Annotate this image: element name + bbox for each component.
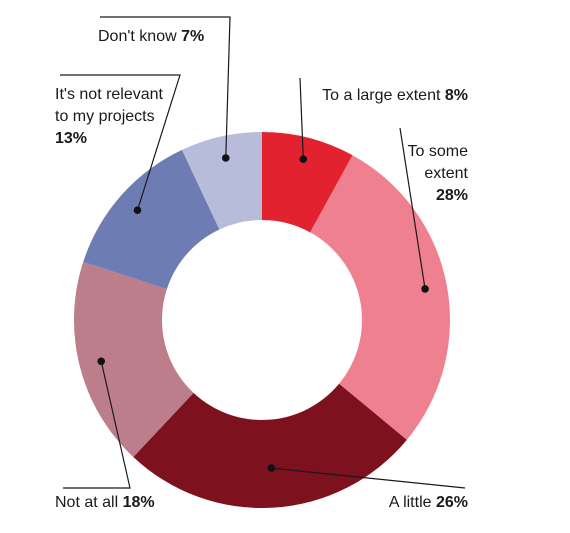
leader-line [271,467,466,489]
slice-label: Not at all 18% [55,494,155,511]
leader-dot [221,154,230,162]
slice-label: A little 26% [389,494,468,511]
leader-line [100,16,231,159]
slice-it-s-not-relevant-to-my-projects [83,149,220,290]
slice-not-at-all [74,261,194,458]
leader-line [399,127,426,289]
leader-line [63,361,131,489]
leader-dot [299,155,308,164]
slice-label: To some extent 28% [408,143,469,204]
slice-labels: To a large extent 8% To some extent 28% A li… [55,28,469,511]
leader-lines [60,16,466,489]
slice-to-a-large-extent [262,132,353,233]
leader-dot [97,357,106,366]
leader-dot [267,464,276,472]
slice-label: To a large extent 8% [322,87,468,104]
slice-a-little [133,383,407,508]
leader-dot [421,285,429,293]
leader-line [299,77,304,160]
slice-label: Don't know 7% [98,28,204,45]
slice-don-t-know [181,132,262,230]
leader-dot [133,206,142,215]
leader-line [60,74,181,211]
slice-label: It's not relevant to my projects 13% [55,86,164,147]
donut-slices [74,132,450,508]
